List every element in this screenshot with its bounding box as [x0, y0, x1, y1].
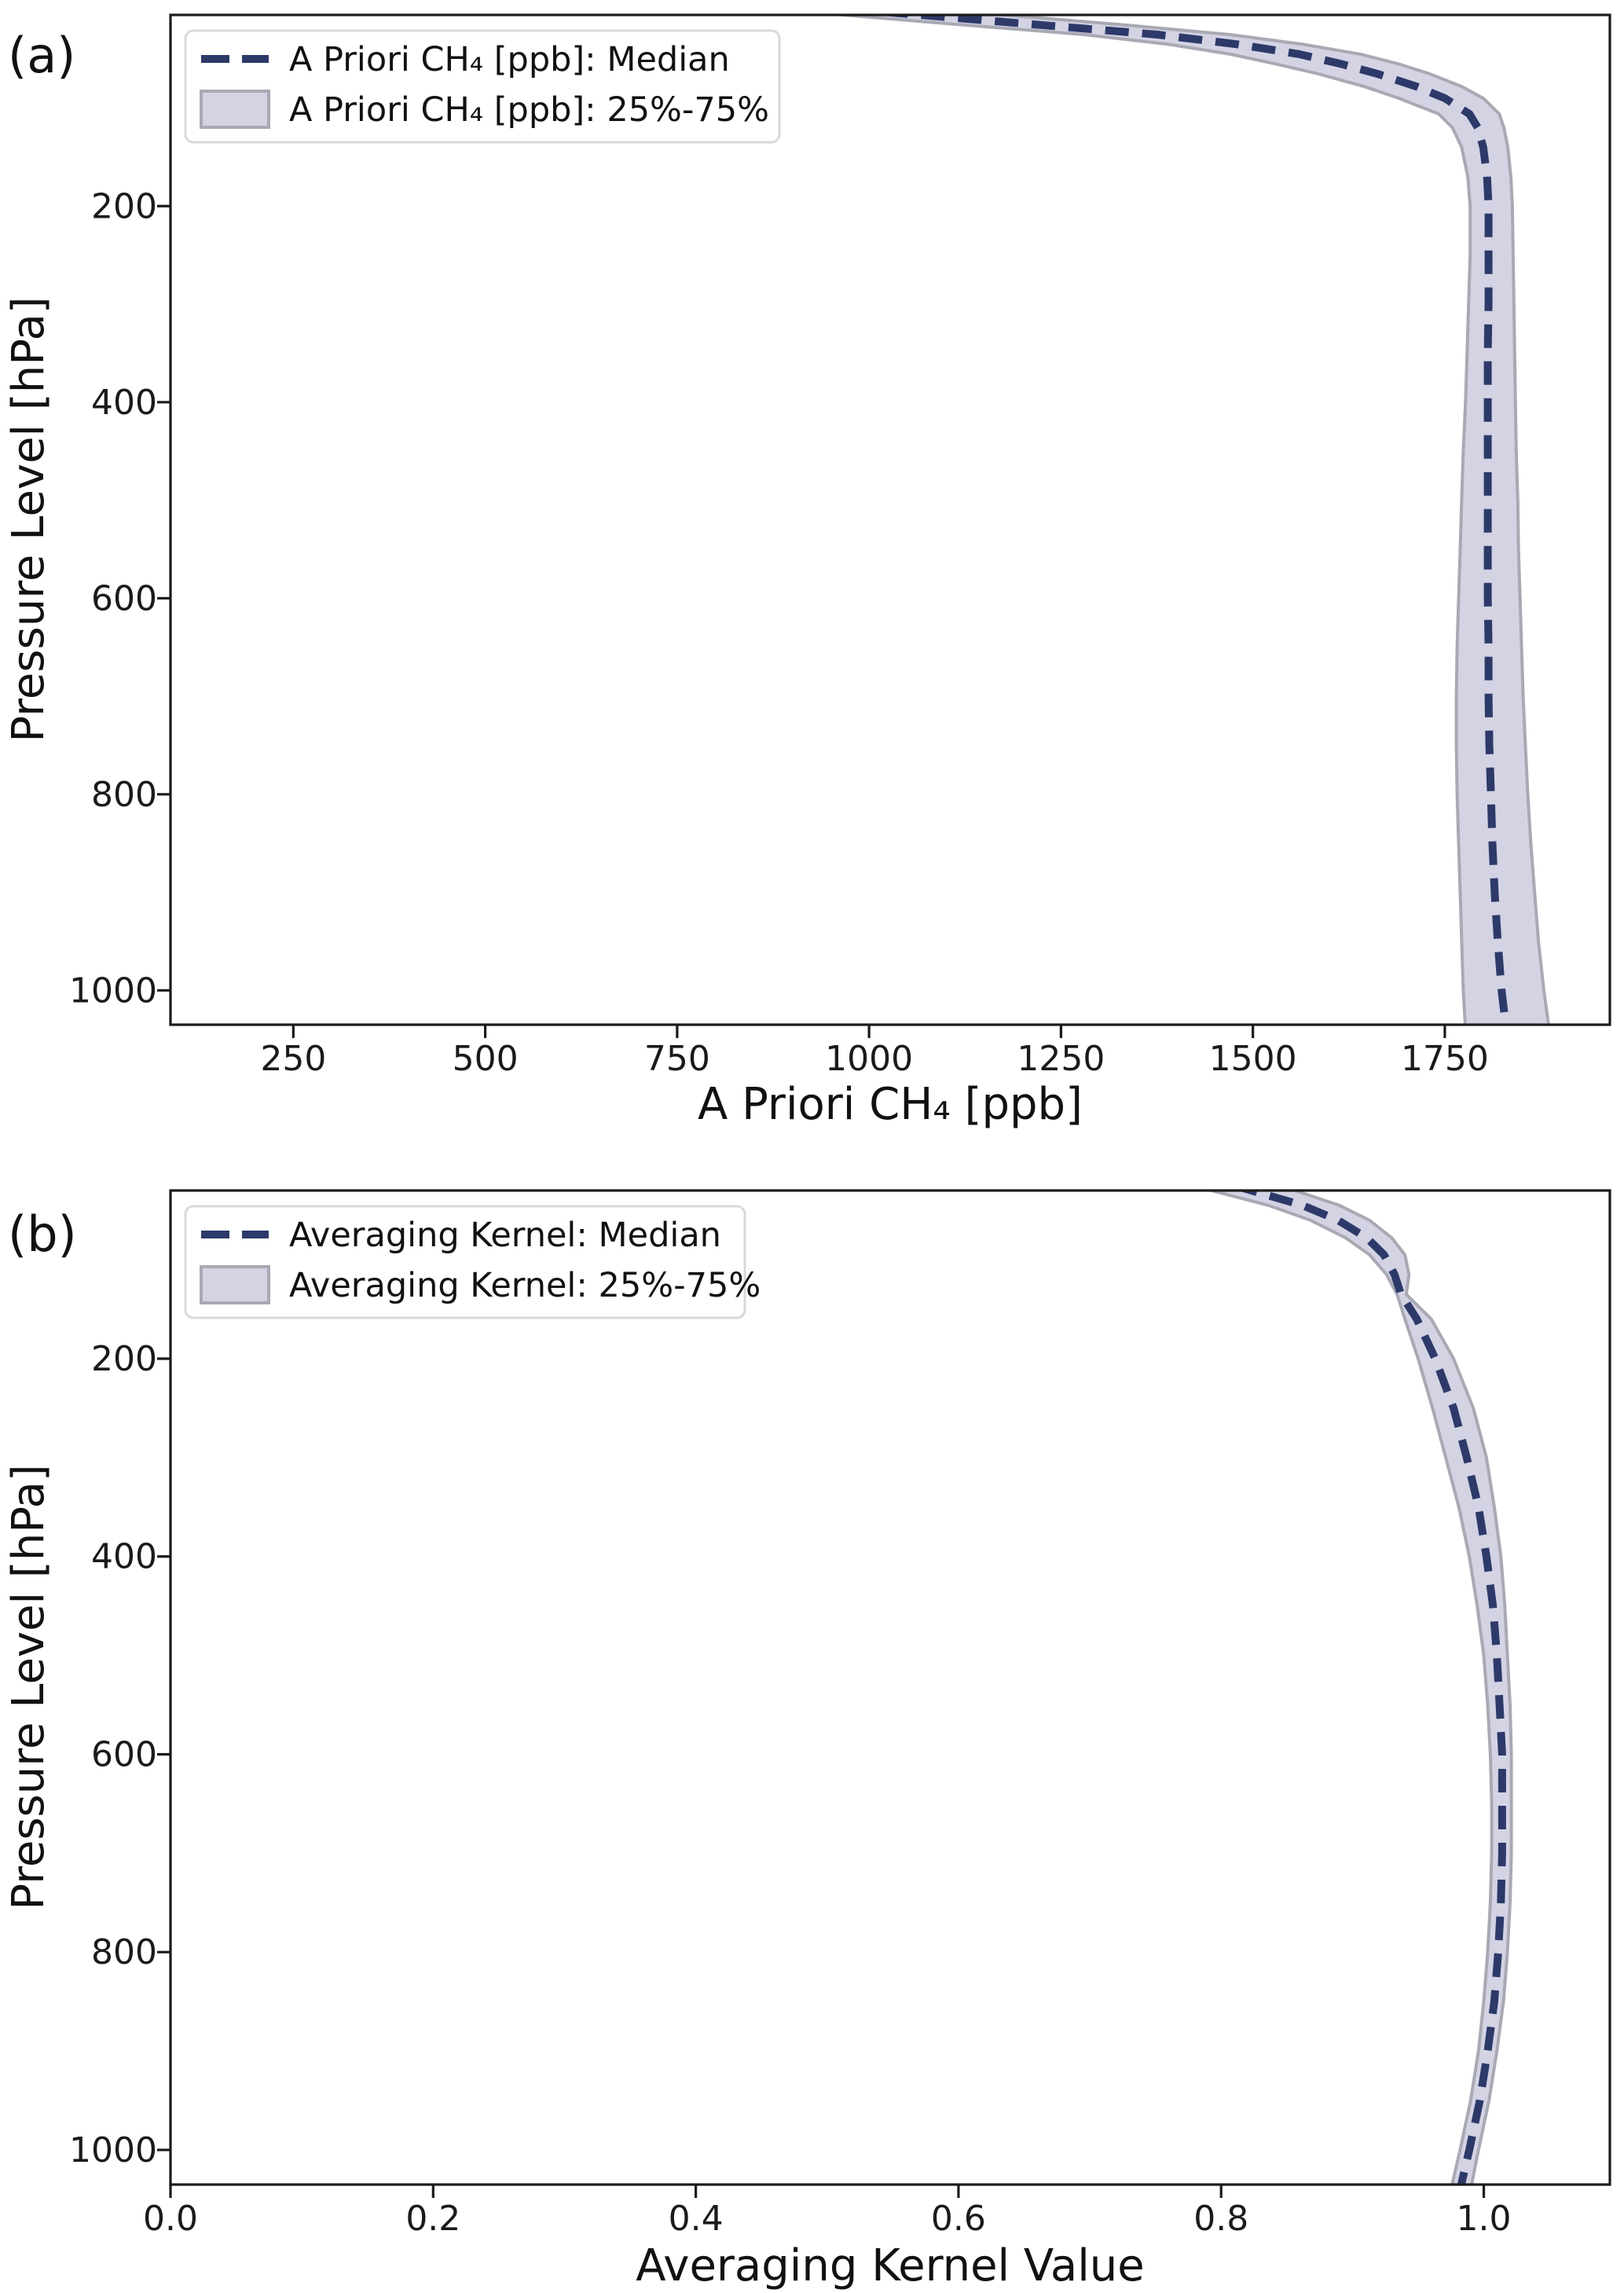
panel-b-y-axis-title: Pressure Level [hPa]: [3, 1464, 54, 1910]
y-tick-label: 600: [91, 1734, 157, 1774]
x-tick-label: 0.2: [405, 2199, 460, 2239]
x-tick-label: 250: [260, 1039, 326, 1079]
x-tick-label: 1.0: [1457, 2199, 1512, 2239]
y-tick-label: 200: [91, 186, 157, 226]
plot-frame: [169, 13, 1611, 1026]
x-tick-label: 500: [453, 1039, 519, 1079]
y-tick-label: 800: [91, 775, 157, 815]
panel-a-plot-area: 250 500 750 1000 1250 1500 1750 200 400 600 800 100…: [69, 13, 1611, 1079]
panel-b-letter: (b): [8, 1205, 77, 1263]
legend-box: [184, 29, 781, 144]
y-tick-label: 1000: [69, 2130, 157, 2170]
panel-b-x-axis-title: Averaging Kernel Value: [636, 2240, 1144, 2291]
legend-label: Averaging Kernel: Median: [289, 1216, 721, 1255]
plot-frame: [169, 1189, 1611, 2186]
y-tick-label: 600: [91, 578, 157, 618]
y-tick-label: 400: [91, 1537, 157, 1577]
x-tick-label: 1250: [1017, 1039, 1105, 1079]
median-line: [884, 15, 1510, 1025]
x-tick-label: 0.6: [931, 2199, 986, 2239]
x-tick-label: 1000: [825, 1039, 913, 1079]
y-tick-label: 400: [91, 383, 157, 423]
panel-a: (a) A Priori CH₄ [ppb] Pressure Level [h…: [3, 13, 1611, 1130]
iqr-band: [1204, 1191, 1513, 2185]
y-tick-label: 200: [91, 1339, 157, 1379]
median-line: [1237, 1191, 1506, 2185]
x-tick-label: 0.8: [1193, 2199, 1248, 2239]
x-tick-label: 1500: [1209, 1039, 1297, 1079]
y-tick-label: 1000: [69, 970, 157, 1011]
legend-patch-sample: [200, 1265, 270, 1304]
panel-a-letter: (a): [8, 27, 75, 84]
legend-box: [184, 1205, 746, 1319]
panel-b: (b) Averaging Kernel Value Pressure Leve…: [3, 1189, 1611, 2291]
iqr-band: [823, 15, 1550, 1025]
x-tick-label: 750: [644, 1039, 710, 1079]
x-tick-label: 0.0: [143, 2199, 198, 2239]
y-tick-label: 800: [91, 1932, 157, 1972]
x-tick-label: 1750: [1401, 1039, 1489, 1079]
legend-patch-sample: [200, 90, 270, 129]
legend-label: A Priori CH₄ [ppb]: Median: [289, 40, 730, 79]
panel-b-plot-area: 0.0 0.2 0.4 0.6 0.8 1.0 200 400 600 800 1000 Averag…: [69, 1189, 1611, 2239]
x-tick-label: 0.4: [669, 2199, 724, 2239]
legend-label: Averaging Kernel: 25%-75%: [289, 1266, 761, 1305]
legend-label: A Priori CH₄ [ppb]: 25%-75%: [289, 90, 769, 130]
panel-a-x-axis-title: A Priori CH₄ [ppb]: [698, 1079, 1083, 1130]
panel-a-y-axis-title: Pressure Level [hPa]: [3, 296, 54, 742]
